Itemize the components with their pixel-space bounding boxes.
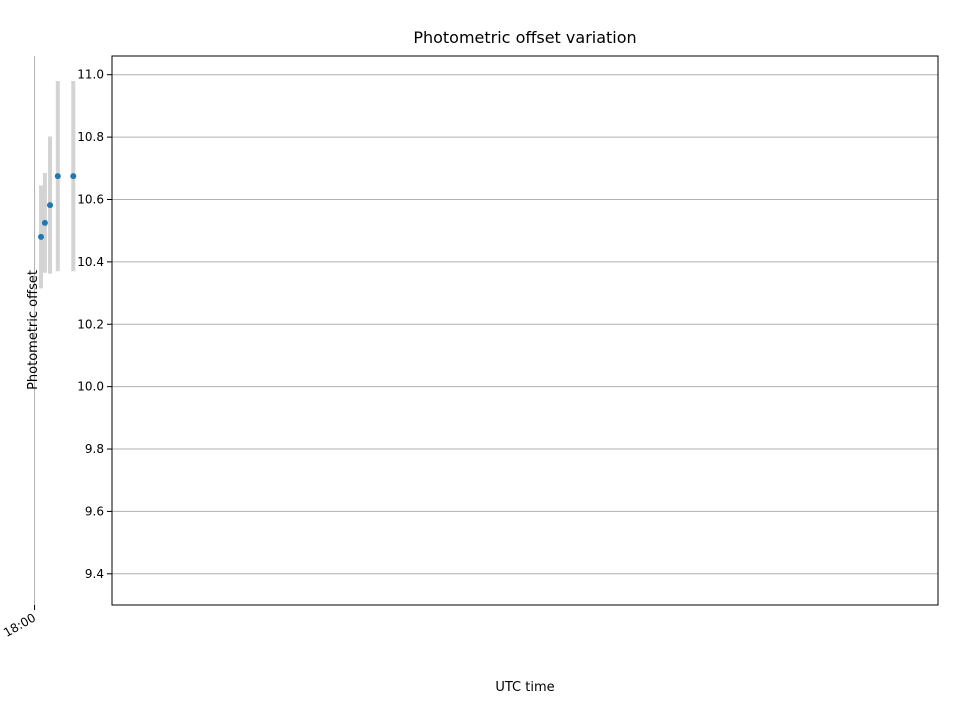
y-tick-label: 10.0 [77,380,104,394]
data-point [70,173,77,180]
y-tick-label: 9.6 [85,504,104,518]
data-points [38,173,77,240]
y-tick-label: 10.6 [77,192,104,206]
y-tick-label: 9.4 [85,567,104,581]
data-point [54,173,61,180]
plot-frame [111,55,939,606]
y-axis-ticks: 9.4 9.6 9.8 10.0 10.2 10.4 10.6 10.8 11.0 [77,68,112,581]
grid [34,56,938,605]
data-point [47,202,54,209]
y-tick-label: 10.2 [77,317,104,331]
y-tick-label: 9.8 [85,442,104,456]
data-point [38,233,45,240]
x-axis-label: UTC time [495,680,554,695]
data-point [41,219,48,226]
y-tick-label: 10.4 [77,255,104,269]
y-axis-label: Photometric offset [26,270,41,390]
y-tick-label: 10.8 [77,130,104,144]
y-tick-label: 11.0 [77,68,104,82]
chart-title: Photometric offset variation [413,28,636,47]
